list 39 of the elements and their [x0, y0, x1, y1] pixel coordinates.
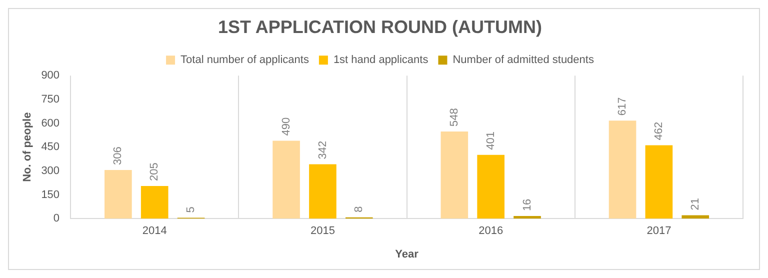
data-label: 342 [316, 140, 329, 160]
y-tick-label: 300 [41, 164, 60, 177]
chart-title: 1ST APPLICATION ROUND (AUTUMN) [218, 16, 542, 37]
x-tick-label: 2014 [142, 225, 167, 238]
legend-label: Total number of applicants [180, 54, 310, 66]
y-tick-label: 150 [41, 188, 60, 201]
bar [477, 154, 504, 219]
y-tick-label: 750 [41, 93, 60, 106]
bar [608, 120, 636, 219]
bar [140, 186, 168, 219]
bar [440, 132, 468, 219]
y-tick-label: 450 [41, 141, 60, 154]
bar [514, 216, 541, 219]
x-tick-label: 2017 [646, 225, 672, 238]
data-label: 617 [616, 97, 629, 116]
bar [309, 164, 336, 219]
data-label: 462 [652, 122, 665, 140]
data-label: 548 [448, 108, 460, 127]
data-label: 8 [353, 206, 366, 212]
data-label: 205 [148, 162, 161, 182]
x-tick-label: 2016 [478, 225, 504, 238]
y-tick-label: 900 [41, 70, 60, 82]
y-axis-title: No. of people [22, 112, 34, 182]
bar [272, 140, 300, 219]
bar [682, 215, 710, 219]
legend-label: Number of admitted students [452, 54, 594, 66]
data-label: 306 [112, 146, 124, 165]
bar [104, 170, 132, 219]
bar [645, 145, 673, 219]
x-axis-title: Year [395, 248, 420, 260]
y-tick-label: 600 [41, 117, 60, 130]
data-label: 16 [521, 198, 534, 212]
data-label: 490 [280, 117, 292, 136]
y-tick-label: 0 [53, 212, 60, 225]
legend-label: 1st hand applicants [333, 54, 429, 66]
x-tick-label: 2015 [310, 225, 335, 238]
data-label: 401 [484, 132, 497, 150]
data-label: 21 [689, 198, 702, 210]
data-label: 5 [185, 206, 198, 213]
